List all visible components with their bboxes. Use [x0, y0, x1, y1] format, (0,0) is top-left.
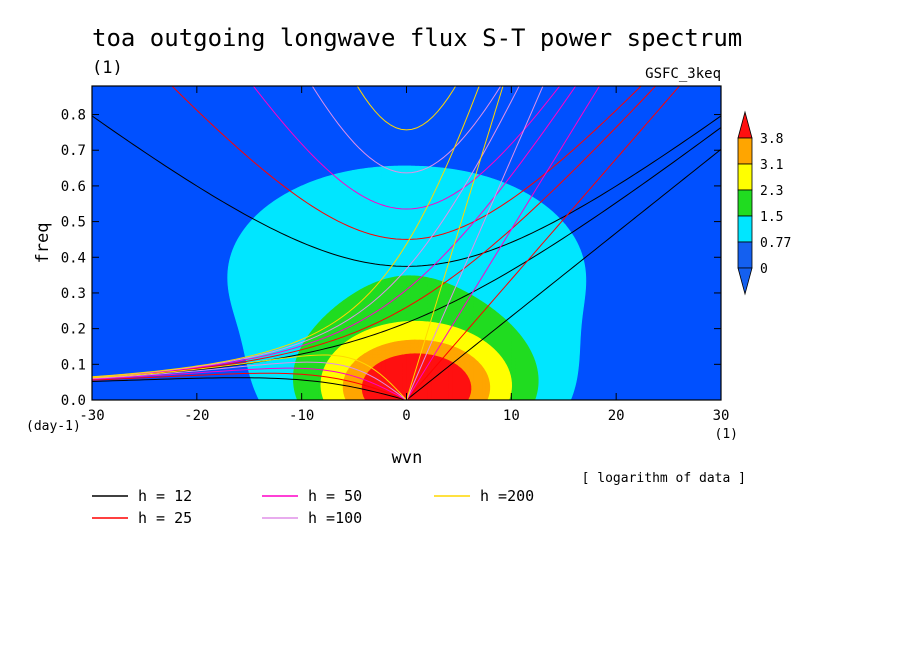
x-tick-label: -30	[79, 408, 104, 424]
x-tick-label: -20	[184, 408, 209, 424]
y-tick-label: 0.1	[61, 357, 86, 373]
dispersion-curve-h12-mrg	[92, 127, 721, 379]
dispersion-curve-h100-kelvin	[406, 86, 544, 400]
dispersion-curve-h25-kelvin	[406, 86, 681, 400]
contour-fills	[227, 165, 587, 400]
dispersion-curve-h12-inertia-gravity	[92, 115, 721, 267]
colorbar-segment	[737, 241, 753, 269]
y-tick-label: 0.0	[61, 393, 86, 409]
dispersion-curve-h200-inertia-gravity	[356, 86, 457, 131]
legend-label-h200: h =200	[480, 487, 534, 505]
legend-label-h100: h =100	[308, 509, 362, 527]
dispersion-curve-h50-inertia-gravity	[252, 86, 561, 210]
legend-label-h12: h = 12	[138, 487, 192, 505]
colorbar-label: 0.77	[760, 236, 791, 251]
x-tick-label: -10	[289, 408, 314, 424]
dispersion-curve-h50-mrg	[92, 86, 577, 378]
colorbar-segment	[737, 215, 753, 243]
y-tick-label: 0.6	[61, 179, 86, 195]
y-tick-label: 0.2	[61, 322, 86, 338]
colorbar-segment	[737, 163, 753, 191]
y-tick-label: 0.8	[61, 108, 86, 124]
colorbar-below-arrow	[737, 267, 753, 296]
colorbar: 3.8 3.1 2.3 1.5 0.77 0	[737, 110, 791, 296]
colorbar-segment	[737, 137, 753, 165]
legend-label-h25: h = 25	[138, 509, 192, 527]
dispersion-curve-h25-inertia-gravity	[171, 86, 642, 240]
dispersion-curve-h12-rossby	[92, 377, 407, 400]
y-tick-label: 0.4	[61, 250, 86, 266]
x-tick-label: 30	[713, 408, 730, 424]
dispersion-curve-h200-rossby	[92, 354, 407, 400]
x-tick-label: 20	[608, 408, 625, 424]
colorbar-label: 3.8	[760, 132, 783, 147]
y-tick-label: 0.7	[61, 143, 86, 159]
dispersion-curve-h25-mrg	[92, 86, 657, 379]
colorbar-label: 1.5	[760, 210, 783, 225]
y-axis-units: (day-1)	[26, 419, 81, 434]
dispersion-curve-h12-kelvin	[406, 148, 721, 400]
x-axis-units: (1)	[715, 427, 738, 442]
colorbar-segment	[737, 189, 753, 217]
data-note: [ logarithm of data ]	[582, 471, 746, 486]
colorbar-label: 2.3	[760, 184, 783, 199]
x-tick-label: 10	[503, 408, 520, 424]
x-axis: -30 -20 -10 0 10 20 30	[79, 86, 729, 424]
dispersion-curve-h200-mrg	[92, 86, 480, 378]
colorbar-label: 3.1	[760, 158, 783, 173]
chart-title: toa outgoing longwave flux S-T power spe…	[92, 24, 742, 52]
legend-label-h50: h = 50	[308, 487, 362, 505]
y-tick-label: 0.5	[61, 215, 86, 231]
dispersion-curve-h25-rossby	[92, 372, 407, 400]
y-axis-label: freq	[33, 223, 53, 264]
chart-subtitle: (1)	[92, 58, 123, 78]
dispersion-curve-h50-kelvin	[406, 86, 601, 400]
x-axis-label: wvn	[392, 448, 423, 468]
colorbar-above-arrow	[737, 110, 753, 139]
model-label: GSFC_3keq	[645, 66, 721, 82]
plot-area	[92, 86, 721, 400]
dispersion-curve-h100-mrg	[92, 86, 520, 378]
y-axis: 0.0 0.1 0.2 0.3 0.4 0.5 0.6 0.7 0.8	[61, 108, 721, 409]
y-tick-label: 0.3	[61, 286, 86, 302]
dispersion-curve-h50-rossby	[92, 367, 407, 400]
x-tick-label: 0	[402, 408, 410, 424]
dispersion-curve-h100-inertia-gravity	[311, 86, 502, 174]
legend: h = 12 h = 25 h = 50 h =100 h =200	[92, 487, 534, 527]
dispersion-curve-h100-rossby	[92, 361, 407, 400]
dispersion-curve-h200-kelvin	[406, 86, 504, 400]
dispersion-curves	[92, 86, 721, 400]
colorbar-label: 0	[760, 262, 768, 277]
